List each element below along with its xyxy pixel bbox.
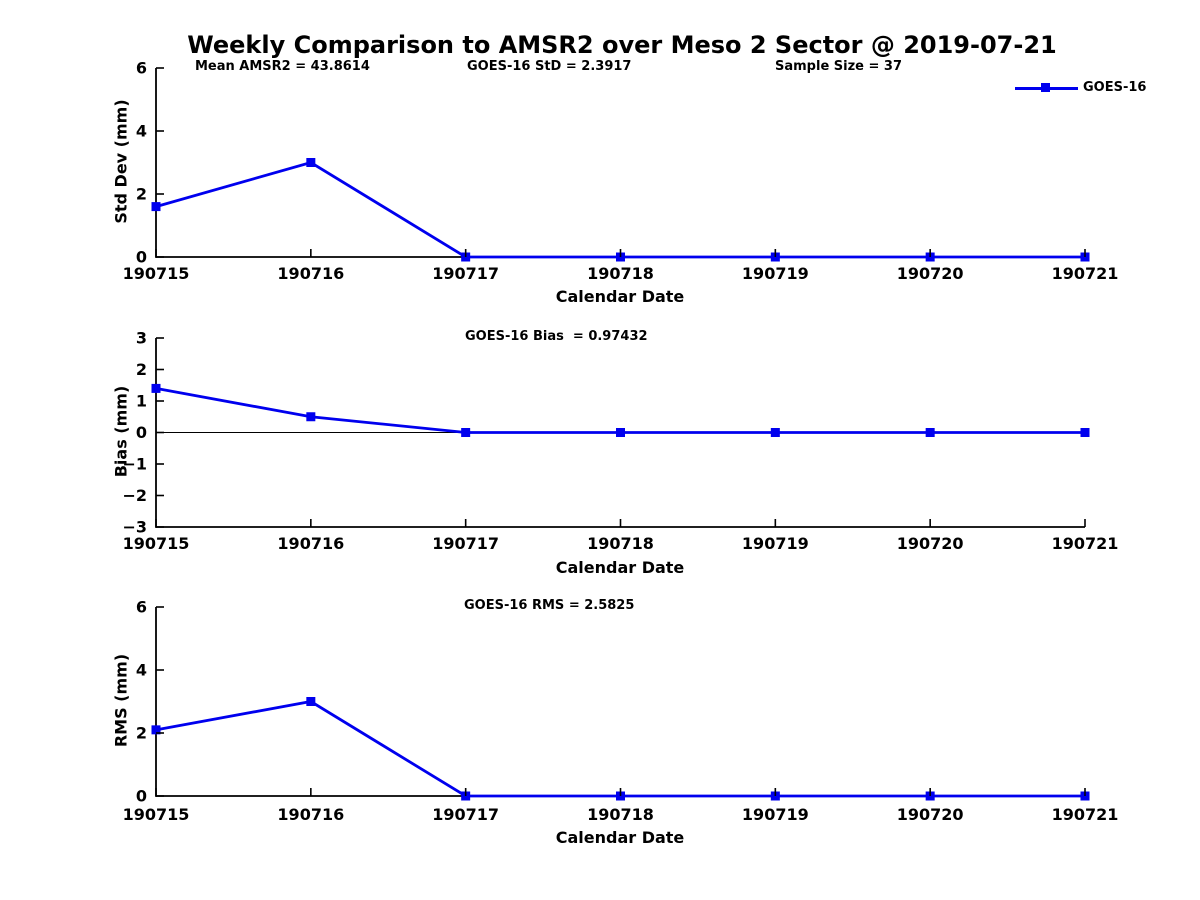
data-point-marker bbox=[616, 428, 625, 437]
data-point-marker bbox=[151, 383, 161, 393]
x-tick-label: 190720 bbox=[897, 264, 964, 283]
y-tick-label: 6 bbox=[136, 598, 147, 617]
data-line-GOES-16 bbox=[155, 160, 1085, 259]
subplot-std-dev: 0 2 4 6 190715 190716 190717 190718 190719 190720… bbox=[123, 59, 1119, 284]
annotation-sample-size: Sample Size = 37 bbox=[775, 59, 903, 74]
data-line-GOES-16 bbox=[155, 700, 1085, 798]
data-line-GOES-16 bbox=[155, 387, 1085, 434]
y-tick-label: −3 bbox=[122, 518, 147, 537]
x-tick-label: 190721 bbox=[1052, 534, 1119, 553]
y-tick-label: 0 bbox=[136, 423, 147, 442]
y-tick-label: 0 bbox=[136, 787, 147, 806]
y-tick-label: 6 bbox=[136, 59, 147, 78]
x-axis-label-calendar-date: Calendar Date bbox=[555, 287, 685, 306]
y-tick-label: 3 bbox=[136, 329, 147, 348]
data-point-marker bbox=[1080, 428, 1090, 437]
y-tick-label: −2 bbox=[122, 486, 147, 505]
x-tick-label: 190719 bbox=[742, 264, 809, 283]
x-tick-label: 190717 bbox=[432, 534, 499, 553]
y-tick-label: 1 bbox=[136, 392, 147, 411]
x-axis-label-calendar-date: Calendar Date bbox=[555, 558, 685, 577]
data-point-marker bbox=[151, 725, 161, 735]
x-axis-label-calendar-date: Calendar Date bbox=[555, 828, 685, 847]
x-tick-label: 190718 bbox=[587, 534, 654, 553]
y-tick-label: 2 bbox=[136, 185, 147, 204]
x-tick-label: 190716 bbox=[277, 805, 344, 824]
data-point-marker bbox=[461, 428, 471, 437]
data-point-marker bbox=[151, 202, 161, 212]
x-tick-label: 190715 bbox=[123, 534, 190, 553]
annotation-goes16-std: GOES-16 StD = 2.3917 bbox=[467, 59, 632, 74]
x-tick-label: 190720 bbox=[897, 534, 964, 553]
x-tick-label: 190718 bbox=[587, 805, 654, 824]
x-tick-label: 190717 bbox=[432, 264, 499, 283]
x-tick-label: 190716 bbox=[277, 534, 344, 553]
data-point-marker bbox=[306, 158, 316, 167]
x-tick-label: 190719 bbox=[742, 805, 809, 824]
annotation-goes16-bias: GOES-16 Bias = 0.97432 bbox=[465, 329, 648, 344]
y-tick-label: 2 bbox=[136, 360, 147, 379]
y-tick-label: 0 bbox=[136, 248, 147, 267]
x-tick-label: 190720 bbox=[897, 805, 964, 824]
annotation-goes16-rms: GOES-16 RMS = 2.5825 bbox=[464, 598, 635, 613]
figure-title: Weekly Comparison to AMSR2 over Meso 2 S… bbox=[187, 31, 1057, 59]
x-tick-label: 190718 bbox=[587, 264, 654, 283]
y-axis-label-bias: Bias (mm) bbox=[111, 385, 131, 478]
data-point-marker bbox=[306, 412, 316, 422]
y-tick-label: 4 bbox=[136, 122, 147, 141]
x-tick-label: 190715 bbox=[123, 264, 190, 283]
y-tick-label: −1 bbox=[122, 455, 147, 474]
x-tick-label: 190716 bbox=[277, 264, 344, 283]
legend-marker-square bbox=[1041, 83, 1050, 92]
y-axis-label-std-dev: Std Dev (mm) bbox=[111, 99, 131, 224]
x-tick-label: 190717 bbox=[432, 805, 499, 824]
annotation-mean-amsr2: Mean AMSR2 = 43.8614 bbox=[195, 59, 370, 74]
subplot-rms: 0 2 4 6 190715 190716 190717 190718 190719 190720… bbox=[123, 598, 1119, 825]
x-tick-label: 190715 bbox=[123, 805, 190, 824]
x-tick-label: 190721 bbox=[1052, 264, 1119, 283]
x-tick-label: 190721 bbox=[1052, 805, 1119, 824]
legend-label: GOES-16 bbox=[1083, 80, 1147, 95]
x-tick-label: 190719 bbox=[742, 534, 809, 553]
data-point-marker bbox=[925, 428, 935, 437]
data-point-marker bbox=[306, 697, 316, 706]
y-tick-label: 2 bbox=[136, 724, 147, 743]
data-point-marker bbox=[770, 428, 780, 437]
y-tick-label: 4 bbox=[136, 661, 147, 680]
y-axis-label-rms: RMS (mm) bbox=[111, 653, 131, 748]
